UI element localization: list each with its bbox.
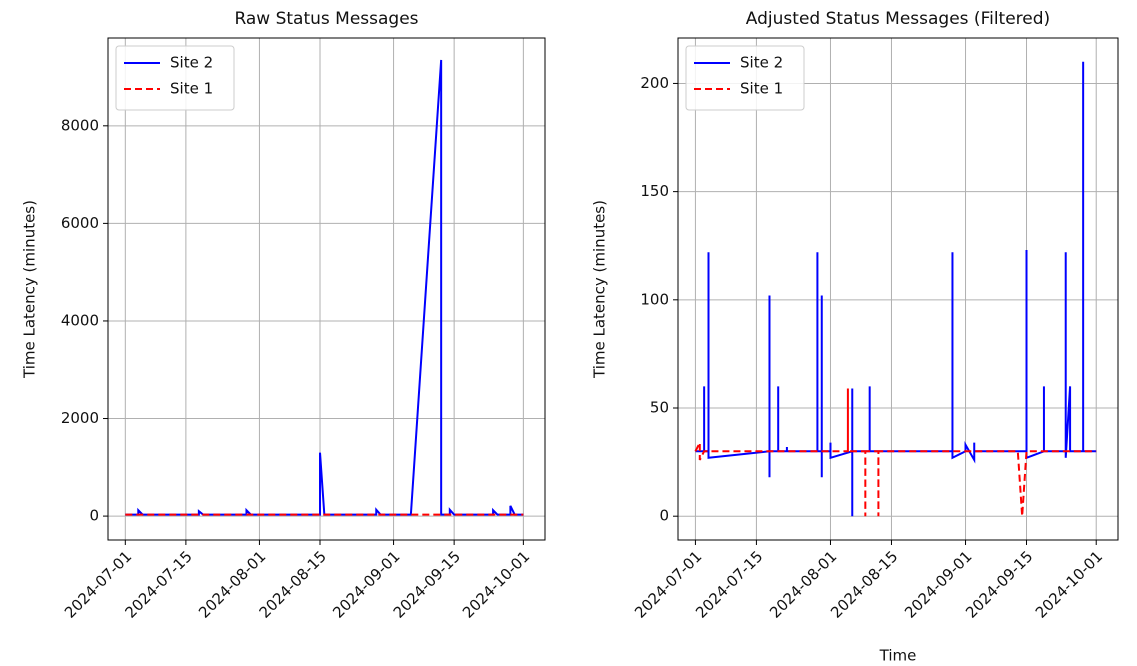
x-tick-label: 2024-10-01 <box>1032 547 1106 621</box>
chart-title: Raw Status Messages <box>234 9 418 29</box>
plot-frame <box>677 37 1119 541</box>
y-axis-label: Time Latency (minutes) <box>591 200 609 379</box>
y-tick-label: 0 <box>89 507 99 525</box>
legend-label: Site 2 <box>740 54 783 72</box>
chart-title: Adjusted Status Messages (Filtered) <box>746 9 1050 29</box>
y-axis-label: Time Latency (minutes) <box>21 200 39 379</box>
series-line <box>695 61 1097 517</box>
y-tick-label: 6000 <box>61 214 99 232</box>
y-tick-label: 50 <box>650 399 669 417</box>
x-tick-label: 2024-10-01 <box>459 547 533 621</box>
y-tick-label: 100 <box>640 290 669 308</box>
y-tick-label: 8000 <box>61 116 99 134</box>
plot-frame <box>107 37 546 541</box>
y-tick-label: 150 <box>640 182 669 200</box>
legend-label: Site 1 <box>170 80 213 98</box>
legend-label: Site 2 <box>170 54 213 72</box>
y-tick-label: 2000 <box>61 409 99 427</box>
x-axis-label: Time <box>879 647 917 665</box>
legend-label: Site 1 <box>740 80 783 98</box>
y-tick-label: 200 <box>640 74 669 92</box>
y-tick-label: 4000 <box>61 311 99 329</box>
series-line <box>125 59 524 516</box>
y-tick-label: 0 <box>659 507 669 525</box>
series-line <box>694 388 1097 517</box>
